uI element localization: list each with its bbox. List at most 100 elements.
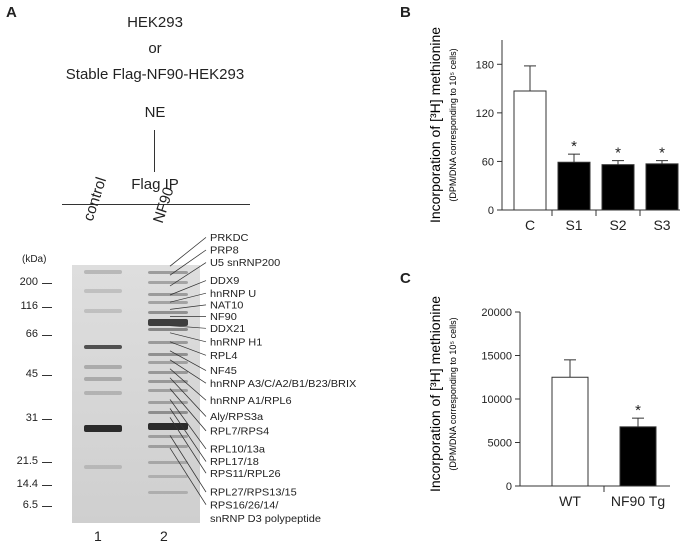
protein-leader-line — [169, 447, 207, 505]
mw-marker-tick — [42, 485, 52, 486]
protein-label: PRKDC — [210, 233, 249, 243]
mw-marker-label: 116 — [20, 300, 38, 312]
protein-label: NF45 — [210, 367, 237, 377]
protein-label: hnRNP A1/RPL6 — [210, 396, 292, 406]
bar — [619, 426, 657, 487]
protein-label: RPS11/RPL26 — [210, 469, 281, 479]
protein-label: RPL10/13a — [210, 445, 265, 455]
category-label: C — [525, 217, 535, 233]
y-tick-label: 10000 — [481, 394, 512, 406]
mw-marker-label: 21.5 — [16, 455, 38, 467]
mw-marker-tick — [42, 375, 52, 376]
gel-band — [148, 293, 188, 296]
y-tick-label: 15000 — [481, 351, 512, 363]
gel-band — [148, 328, 188, 331]
lane-2-bands — [148, 271, 188, 494]
gel-band — [148, 475, 188, 478]
mw-marker-label: 45 — [25, 368, 38, 380]
flow-flag-ip: Flag IP — [131, 176, 179, 193]
protein-label: hnRNP A3/C/A2/B1/B23/BRIX — [210, 379, 356, 389]
significance-mark: * — [571, 138, 577, 155]
y-tick-label: 0 — [506, 481, 512, 493]
protein-leader-line — [169, 417, 207, 474]
molecular-weight-markers: 200 116 66 45 31 21.5 14.4 6.5 — [0, 265, 60, 525]
protein-label: RPL27/RPS13/15 — [210, 488, 297, 498]
category-label: S3 — [653, 217, 670, 233]
gel-band — [148, 311, 188, 314]
protein-label: U5 snRNP200 — [210, 259, 280, 269]
y-tick-label: 0 — [488, 205, 494, 217]
protein-label: hnRNP U — [210, 289, 256, 299]
protein-leader-line — [169, 341, 207, 356]
protein-label: RPL17/18 — [210, 458, 259, 468]
protein-label: NAT10 — [210, 301, 244, 311]
gel-band — [84, 365, 122, 369]
mw-marker-label: 200 — [19, 276, 38, 288]
gel-band — [148, 371, 188, 374]
protein-leader-line — [169, 262, 207, 287]
bar — [557, 161, 591, 211]
panel-c-letter: C — [400, 270, 411, 287]
gel-band — [148, 341, 188, 344]
bar — [601, 164, 635, 211]
mw-marker-tick — [42, 506, 52, 507]
flow-or: or — [148, 40, 162, 57]
gel-band — [148, 411, 188, 414]
category-label: NF90 Tg — [611, 493, 665, 509]
gel-band — [148, 281, 188, 284]
panel-b-letter: B — [400, 4, 411, 21]
lane-number-2: 2 — [160, 528, 168, 544]
protein-label: RPL7/RPS4 — [210, 427, 269, 437]
gel-band — [84, 309, 122, 313]
protein-label: NF90 — [210, 313, 237, 323]
protein-leader-line — [169, 292, 207, 303]
gel-band — [148, 435, 188, 438]
gel-band — [84, 425, 122, 432]
mw-marker-label: 6.5 — [22, 499, 38, 511]
bar — [551, 376, 589, 487]
significance-mark: * — [659, 145, 665, 162]
protein-leader-line — [169, 377, 207, 417]
protein-label: PRP8 — [210, 246, 239, 256]
gel-band — [148, 445, 188, 448]
gel-band — [148, 319, 188, 326]
y-tick-label: 5000 — [488, 438, 512, 450]
chart-b-ylabel-sub: (DPM/DNA corresponding to 10⁵ cells) — [448, 48, 458, 201]
gel-band — [148, 389, 188, 392]
gel-band — [148, 401, 188, 404]
kda-label: (kDa) — [22, 254, 47, 265]
protein-label: DDX9 — [210, 277, 240, 287]
mw-marker-label: 66 — [25, 328, 38, 340]
protein-label: RPL4 — [210, 351, 238, 361]
protein-leader-line — [169, 368, 207, 401]
y-tick-label: 180 — [476, 59, 494, 71]
y-tick-label: 20000 — [481, 307, 512, 319]
gel-band — [148, 361, 188, 364]
panel-a-letter: A — [6, 4, 17, 21]
protein-leader-line — [169, 388, 207, 432]
flow-stable-line: Stable Flag-NF90-HEK293 — [65, 66, 245, 83]
chart-c-ylabel: Incorporation of [³H] methionine — [427, 296, 443, 492]
protein-label: DDX21 — [210, 324, 246, 334]
chart-c-ylabel-sub: (DPM/DNA corresponding to 10⁵ cells) — [448, 317, 458, 470]
protein-leader-line — [169, 304, 207, 310]
gel-band — [84, 465, 122, 469]
lane-label-control: control — [80, 175, 111, 224]
mw-marker-tick — [42, 335, 52, 336]
lane-1-bands — [84, 270, 122, 469]
mw-marker-tick — [42, 462, 52, 463]
mw-marker-tick — [42, 307, 52, 308]
protein-leader-line — [169, 435, 207, 493]
protein-leader-line — [169, 408, 207, 462]
gel-band — [148, 491, 188, 494]
category-label: WT — [559, 493, 581, 509]
lane-number-1: 1 — [94, 528, 102, 544]
protein-leader-line — [169, 399, 207, 450]
flow-connector — [154, 130, 155, 172]
significance-mark: * — [635, 402, 641, 419]
mw-marker-label: 14.4 — [16, 478, 38, 490]
flow-underline — [62, 204, 250, 205]
gel-band — [84, 270, 122, 274]
protein-annotations: PRKDC PRP8 U5 snRNP200 DDX9 hnRNP U NAT10 NF90… — [169, 233, 356, 525]
gel-band — [148, 380, 188, 383]
